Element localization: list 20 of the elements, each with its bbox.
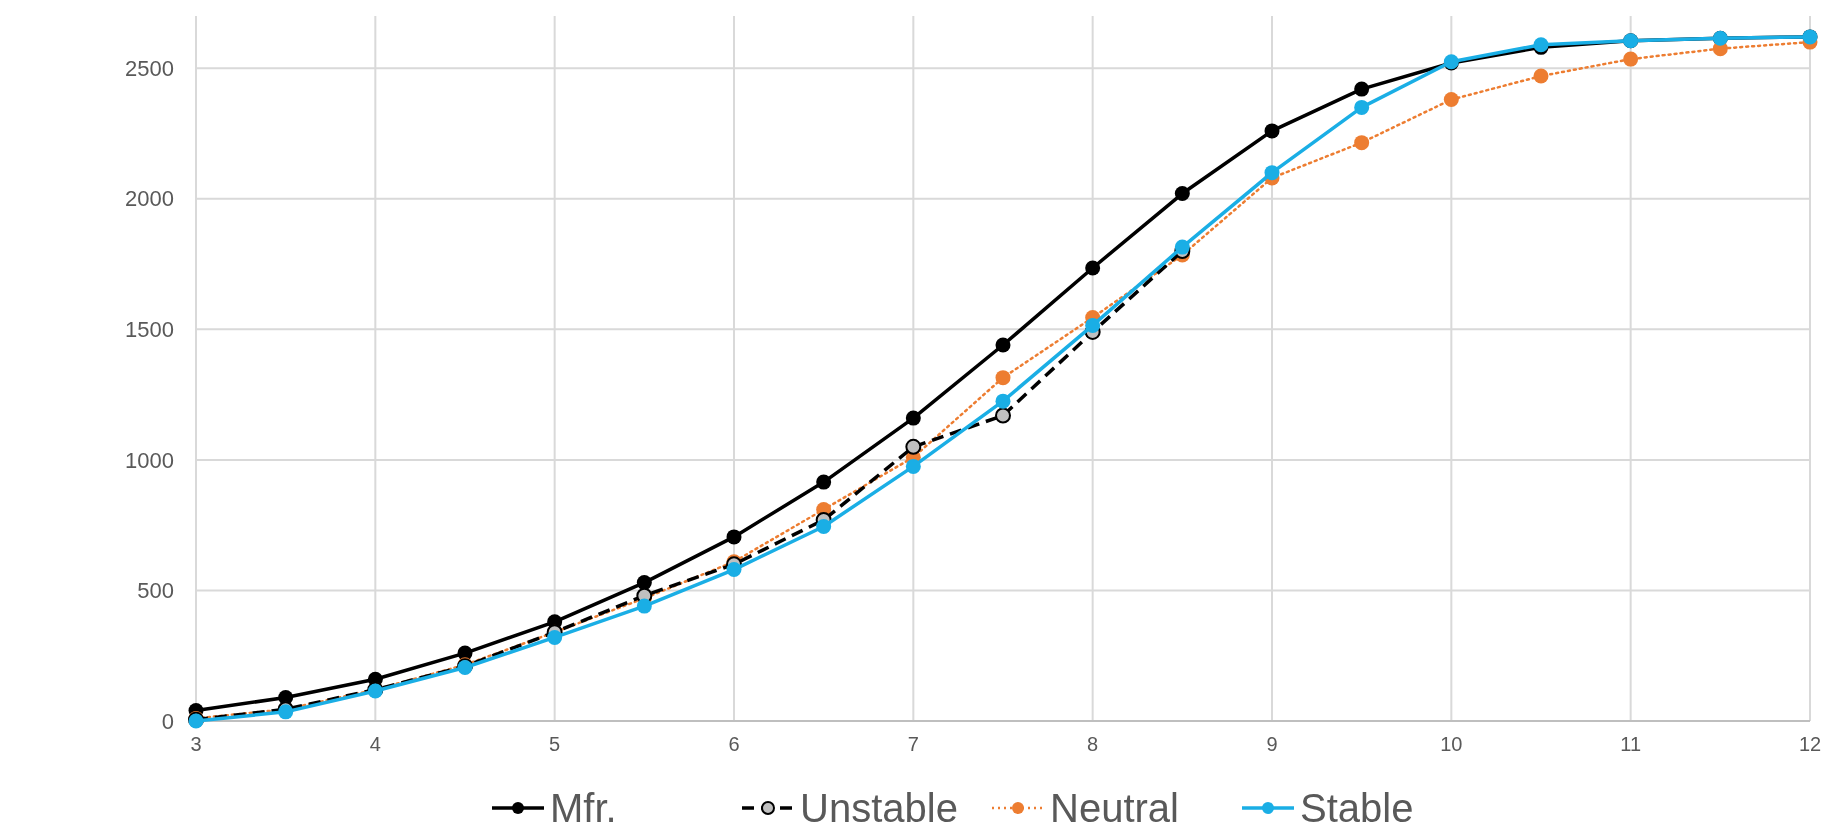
- y-tick-label: 500: [137, 578, 174, 604]
- x-tick-label: 11: [1620, 733, 1642, 755]
- x-tick-label: 7: [907, 733, 919, 755]
- x-tick-label: 3: [190, 733, 202, 755]
- legend-label: Stable: [1300, 786, 1414, 830]
- y-tick-label: 1000: [125, 447, 174, 473]
- x-tick-label: 10: [1440, 733, 1463, 755]
- x-tick-label: 5: [549, 733, 561, 755]
- y-tick-label: 2000: [125, 186, 174, 212]
- y-tick-label: 0: [161, 708, 174, 734]
- x-tick-label: 6: [728, 733, 740, 755]
- x-tick-label: 12: [1798, 733, 1822, 755]
- y-tick-label: 1500: [125, 317, 174, 343]
- x-tick-label: 8: [1087, 733, 1099, 755]
- legend-label: Neutral: [1050, 786, 1179, 830]
- legend-label: Unstable: [800, 786, 958, 830]
- x-tick-label: 9: [1266, 733, 1278, 755]
- legend-label: Mfr.: [550, 786, 617, 830]
- y-tick-label: 2500: [125, 55, 174, 81]
- x-tick-label: 4: [369, 733, 381, 755]
